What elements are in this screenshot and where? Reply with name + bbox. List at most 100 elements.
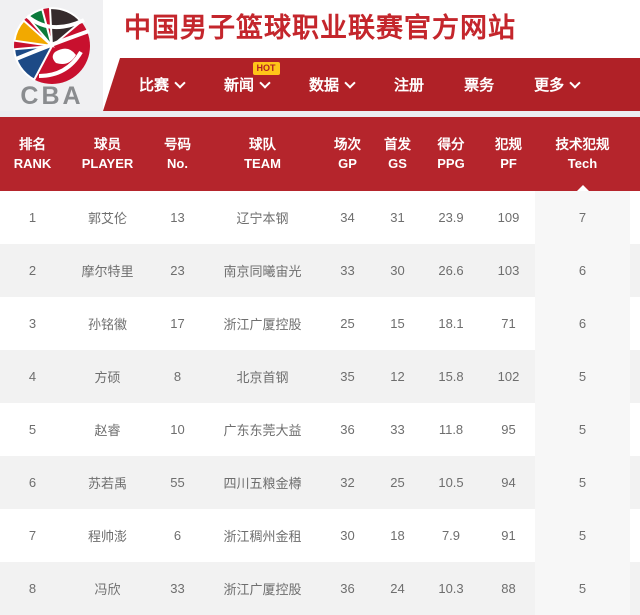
- table-body: 1 郭艾伦 13 辽宁本钢 34 31 23.9 109 7 2 摩尔特里 23 南京同曦宙光 33 30 2…: [0, 191, 640, 615]
- column-label-en: PPG: [437, 156, 465, 171]
- nav-item-label: 注册: [394, 77, 425, 94]
- cell-no: 23: [170, 263, 185, 278]
- column-header-player[interactable]: 球员 PLAYER: [65, 117, 150, 191]
- column-header-no[interactable]: 号码 No.: [150, 117, 205, 191]
- table-row: 4 方硕 8 北京首钢 35 12 15.8 102 5: [0, 350, 640, 403]
- cell-gp: 30: [340, 528, 355, 543]
- cell-team: 四川五粮金樽: [223, 476, 302, 491]
- nav-item-票务[interactable]: 票务: [444, 58, 514, 111]
- nav-item-注册[interactable]: 注册: [374, 58, 444, 111]
- cell-no: 6: [173, 528, 182, 543]
- cell-ppg: 7.9: [441, 528, 461, 543]
- cell-tech: 6: [535, 244, 630, 297]
- nav-item-label: 更多: [534, 77, 565, 94]
- cell-rank: 8: [28, 581, 37, 596]
- cell-pf: 91: [501, 528, 516, 543]
- cell-tech: 5: [535, 403, 630, 456]
- cell-player: 冯欣: [94, 582, 121, 597]
- main-nav: 比赛 新闻 HOT 数据 注册 票务 更多: [103, 58, 640, 111]
- column-header-rank[interactable]: 排名 RANK: [0, 117, 65, 191]
- cell-pf: 103: [497, 263, 520, 278]
- nav-item-label: 票务: [464, 77, 495, 94]
- chevron-down-icon: [344, 76, 356, 89]
- cell-rank: 2: [28, 263, 37, 278]
- column-label-zh: 得分: [437, 137, 465, 152]
- chevron-down-icon: [569, 76, 581, 89]
- table-row: 3 孙铭徽 17 浙江广厦控股 25 15 18.1 71 6: [0, 297, 640, 350]
- column-header-pf[interactable]: 犯规 PF: [482, 117, 535, 191]
- cell-pf: 71: [501, 316, 516, 331]
- cell-rank: 6: [28, 475, 37, 490]
- cell-gp: 34: [340, 210, 355, 225]
- column-label-zh: 场次: [334, 137, 361, 152]
- cell-ppg: 10.5: [438, 475, 464, 490]
- hot-badge: HOT: [252, 62, 280, 75]
- cell-pf: 88: [501, 581, 516, 596]
- cell-player: 赵睿: [94, 423, 121, 438]
- nav-item-数据[interactable]: 数据: [289, 58, 374, 111]
- nav-item-更多[interactable]: 更多: [514, 58, 599, 111]
- cell-tech: 5: [535, 350, 630, 403]
- cell-player: 程帅澎: [87, 529, 127, 544]
- column-header-team[interactable]: 球队 TEAM: [205, 117, 320, 191]
- site-title: 中国男子篮球职业联赛官方网站: [124, 13, 516, 43]
- cell-gp: 32: [340, 475, 355, 490]
- cell-gp: 36: [340, 422, 355, 437]
- cell-gs: 18: [390, 528, 405, 543]
- nav-item-比赛[interactable]: 比赛: [119, 58, 204, 111]
- column-header-tech[interactable]: 技术犯规 Tech: [535, 117, 630, 191]
- table-row: 8 冯欣 33 浙江广厦控股 36 24 10.3 88 5: [0, 562, 640, 615]
- column-header-ppg[interactable]: 得分 PPG: [420, 117, 482, 191]
- cell-team: 辽宁本钢: [236, 211, 289, 226]
- cell-tech: 5: [535, 456, 630, 509]
- cell-gp: 33: [340, 263, 355, 278]
- column-header-gp[interactable]: 场次 GP: [320, 117, 375, 191]
- cell-pf: 102: [497, 369, 520, 384]
- cell-tech: 6: [535, 297, 630, 350]
- cell-rank: 7: [28, 528, 37, 543]
- cell-ppg: 26.6: [438, 263, 464, 278]
- cell-rank: 4: [28, 369, 37, 384]
- cell-player: 孙铭徽: [87, 317, 127, 332]
- column-label-en: GS: [388, 156, 407, 171]
- cell-player: 方硕: [94, 370, 121, 385]
- cell-ppg: 23.9: [438, 210, 464, 225]
- cell-pf: 95: [501, 422, 516, 437]
- column-label-en: TEAM: [244, 156, 281, 171]
- column-label-en: PLAYER: [81, 156, 134, 171]
- cell-tech: 7: [535, 191, 630, 244]
- column-label-zh: 技术犯规: [555, 137, 610, 152]
- column-label-zh: 排名: [19, 137, 46, 152]
- cell-rank: 3: [28, 316, 37, 331]
- column-label-en: GP: [338, 156, 357, 171]
- cell-no: 13: [170, 210, 185, 225]
- cba-logo-graphic: CBA: [12, 6, 90, 108]
- cell-player: 郭艾伦: [87, 211, 127, 226]
- column-header-gs[interactable]: 首发 GS: [375, 117, 420, 191]
- player-stats-table: 排名 RANK 球员 PLAYER 号码 No. 球队 TEAM 场次 GP 首发 GS 得分 PPG 犯规…: [0, 117, 640, 615]
- cell-ppg: 10.3: [438, 581, 464, 596]
- nav-item-label: 新闻: [224, 77, 255, 94]
- column-label-zh: 球队: [249, 137, 276, 152]
- cba-logo[interactable]: CBA: [0, 0, 103, 111]
- column-label-zh: 犯规: [495, 137, 522, 152]
- nav-item-新闻[interactable]: 新闻 HOT: [204, 58, 289, 111]
- cell-gs: 15: [390, 316, 405, 331]
- nav-item-label: 数据: [309, 77, 340, 94]
- column-label-en: Tech: [567, 156, 598, 171]
- cell-ppg: 11.8: [438, 422, 464, 437]
- cell-gp: 35: [340, 369, 355, 384]
- cell-rank: 5: [28, 422, 37, 437]
- cell-ppg: 18.1: [438, 316, 464, 331]
- table-row: 2 摩尔特里 23 南京同曦宙光 33 30 26.6 103 6: [0, 244, 640, 297]
- cell-team: 浙江广厦控股: [223, 582, 302, 597]
- cell-team: 南京同曦宙光: [223, 264, 302, 279]
- cell-gs: 24: [390, 581, 405, 596]
- cell-no: 17: [170, 316, 185, 331]
- column-label-en: RANK: [13, 156, 52, 171]
- column-label-zh: 球员: [94, 137, 121, 152]
- table-row: 6 苏若禹 55 四川五粮金樽 32 25 10.5 94 5: [0, 456, 640, 509]
- cell-gs: 33: [390, 422, 405, 437]
- cell-no: 33: [170, 581, 185, 596]
